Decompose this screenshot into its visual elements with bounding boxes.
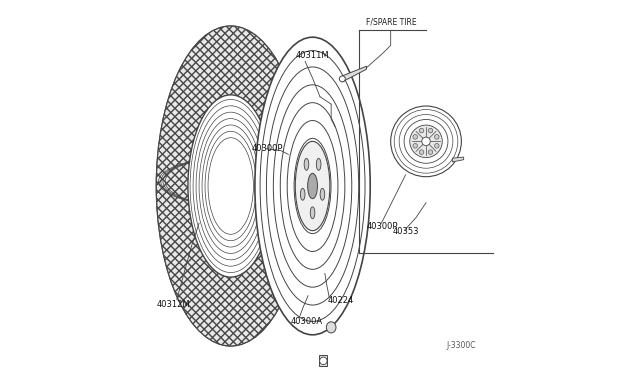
Text: 40353: 40353	[392, 227, 419, 236]
Text: 40300P: 40300P	[251, 144, 283, 153]
Ellipse shape	[428, 150, 433, 154]
Ellipse shape	[428, 128, 433, 133]
Ellipse shape	[390, 106, 461, 177]
Ellipse shape	[308, 173, 317, 199]
Ellipse shape	[319, 357, 327, 365]
Ellipse shape	[310, 207, 315, 219]
Text: J-3300C: J-3300C	[447, 341, 476, 350]
Text: F/SPARE TIRE: F/SPARE TIRE	[367, 17, 417, 26]
Ellipse shape	[320, 188, 324, 200]
Text: 40300P: 40300P	[367, 222, 398, 231]
Ellipse shape	[435, 135, 439, 139]
Text: 40311M: 40311M	[296, 51, 330, 60]
Ellipse shape	[413, 135, 417, 139]
Ellipse shape	[156, 26, 305, 346]
Ellipse shape	[419, 150, 424, 154]
Text: 40312M: 40312M	[156, 300, 190, 309]
Ellipse shape	[300, 188, 305, 200]
Ellipse shape	[410, 125, 442, 158]
Text: 40300A: 40300A	[291, 317, 323, 326]
Polygon shape	[452, 157, 464, 162]
Text: 40224: 40224	[328, 296, 354, 305]
Ellipse shape	[339, 76, 346, 82]
Ellipse shape	[326, 322, 336, 333]
Polygon shape	[319, 355, 328, 366]
Ellipse shape	[255, 37, 370, 335]
Ellipse shape	[413, 144, 417, 148]
Ellipse shape	[295, 141, 330, 231]
Ellipse shape	[316, 158, 321, 170]
Ellipse shape	[422, 137, 430, 145]
Ellipse shape	[404, 119, 448, 163]
Ellipse shape	[304, 158, 308, 170]
Ellipse shape	[435, 144, 439, 148]
Ellipse shape	[156, 26, 305, 346]
Polygon shape	[342, 66, 367, 82]
Ellipse shape	[188, 95, 273, 277]
Ellipse shape	[419, 128, 424, 133]
